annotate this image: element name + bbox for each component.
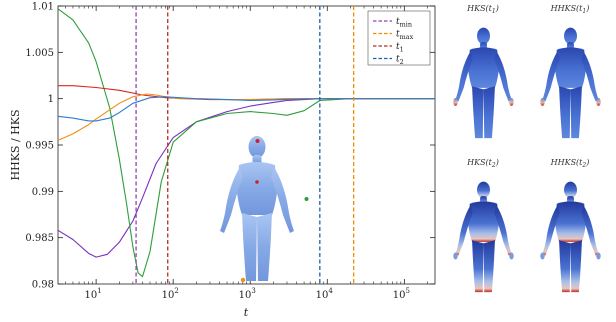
panel-hks_t2: HKS(t2): [453, 158, 514, 293]
legend-label-t2: t2: [396, 55, 404, 67]
y-tick-label: 1: [48, 94, 54, 105]
x-tick-label: 104: [316, 287, 334, 301]
y-tick-label: 0.99: [32, 187, 54, 198]
marker-torso: [255, 180, 259, 184]
series-line-3: [58, 85, 435, 101]
panel-hhks_t2: HHKS(t2): [540, 158, 601, 293]
panel-title: HKS(t2): [466, 158, 499, 169]
panel-title: HHKS(t2): [550, 158, 590, 169]
panel-hks_t1: HKS(t1): [453, 4, 514, 139]
hand-left: [453, 252, 458, 260]
y-tick-label: 0.985: [25, 233, 54, 244]
x-tick-label: 103: [239, 287, 256, 301]
y-tick-label: 0.98: [32, 280, 54, 291]
x-tick-label: 105: [393, 287, 410, 301]
legend-label-tmin: tmin: [396, 17, 412, 29]
y-axis-label: HHKS / HKS: [9, 110, 22, 181]
x-axis-label: t: [244, 306, 249, 319]
hand-hotspot-right: [596, 98, 601, 106]
y-tick-label: 1.01: [32, 2, 54, 13]
y-tick-label: 1.005: [25, 48, 54, 59]
x-tick-label: 102: [162, 287, 179, 301]
body-mesh: [455, 181, 512, 293]
legend-label-tmax: tmax: [396, 30, 414, 42]
hand-right: [509, 252, 514, 260]
series-line-2: [57, 8, 435, 278]
hand-right: [596, 252, 601, 260]
body-mesh: [455, 27, 512, 139]
body-mesh: [542, 181, 599, 293]
hand-left: [540, 252, 545, 260]
y-tick-label: 0.995: [25, 141, 54, 152]
hand-hotspot-left: [453, 98, 458, 106]
marker-left-foot: [240, 277, 246, 283]
body-mesh: [542, 27, 599, 139]
panel-title: HKS(t1): [466, 4, 499, 15]
hand-hotspot-right: [509, 98, 514, 106]
panel-title: HHKS(t1): [550, 4, 590, 15]
x-tick-label: 101: [85, 287, 102, 301]
mesh-inset: [220, 136, 309, 283]
series-line-5: [57, 96, 435, 122]
legend-label-t1: t1: [396, 42, 404, 54]
marker-right-hand: [304, 197, 309, 201]
marker-head: [255, 139, 260, 143]
hand-hotspot-left: [540, 98, 545, 106]
panel-hhks_t1: HHKS(t1): [540, 4, 601, 139]
comparison-panels: HKS(t1) HHKS(t1) HKS(t2) HHKS(t2): [453, 4, 601, 293]
